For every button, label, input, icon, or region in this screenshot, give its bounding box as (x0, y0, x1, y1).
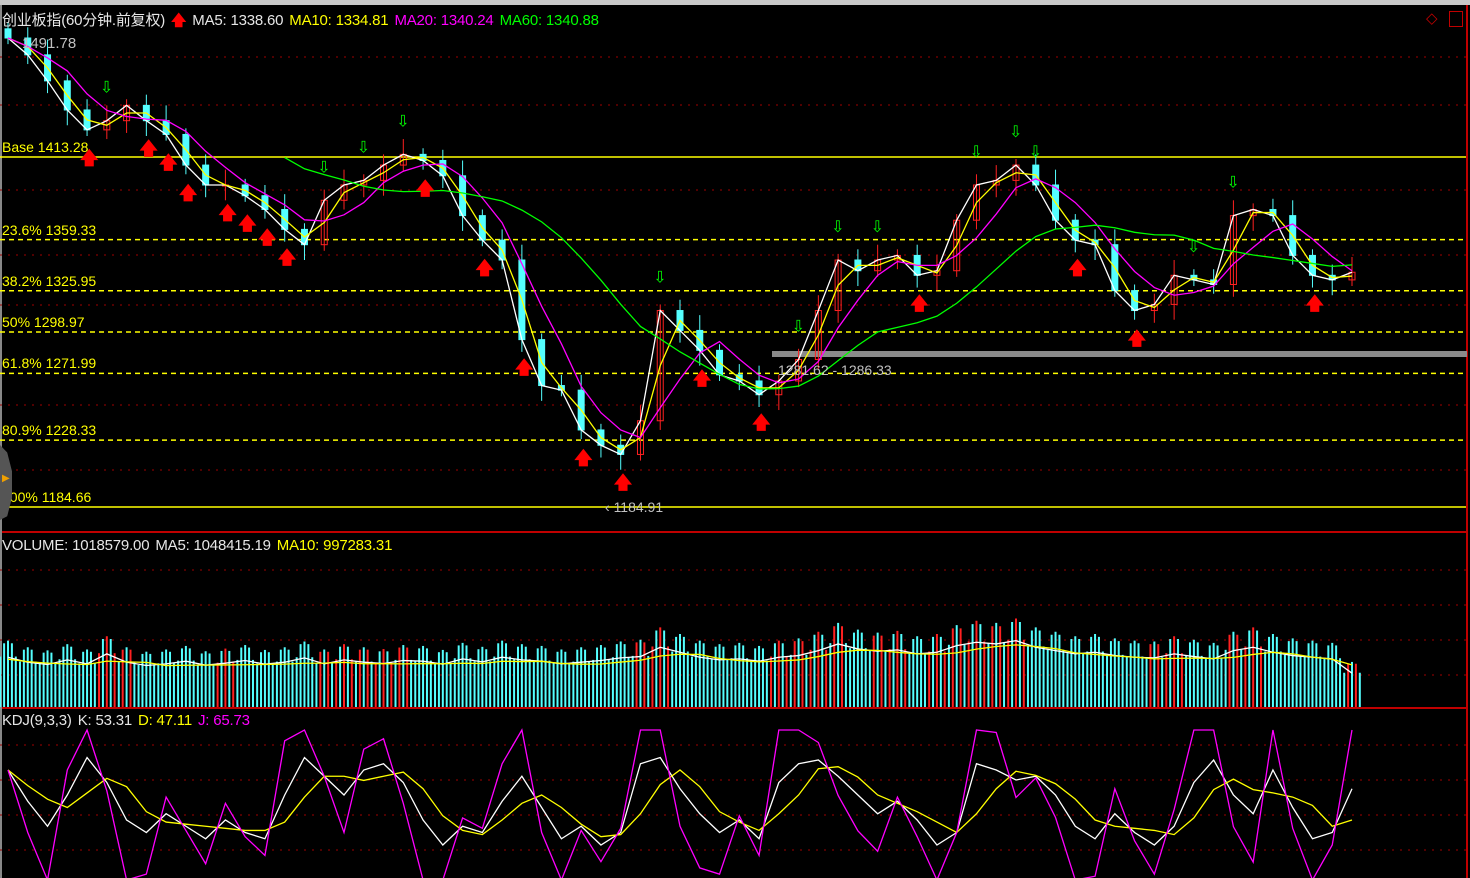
sell-signal-arrow-icon: ⇩ (317, 159, 330, 176)
buy-signal-arrow-icon: 🡅 (515, 358, 534, 378)
kdj-d-value: D: 47.11 (137, 712, 192, 729)
window-top-strip (0, 0, 1470, 5)
buy-signal-arrow-icon: 🡅 (752, 413, 771, 433)
ma20-value: MA20: 1340.24 (394, 12, 494, 29)
buy-signal-arrow-icon: 🡅 (416, 178, 435, 198)
kdj-j-line (7, 728, 1353, 878)
panel-toggle-icon[interactable] (1449, 11, 1463, 27)
buy-signal-arrow-icon: 🡅 (1068, 258, 1087, 278)
sell-signal-arrow-icon: ⇩ (100, 80, 113, 97)
sell-signal-arrow-icon: ⇩ (1226, 175, 1239, 192)
buy-signal-arrow-icon: 🡅 (139, 139, 158, 159)
buy-signal-arrow-icon: 🡅 (910, 293, 929, 313)
buy-signal-arrow-icon: 🡅 (693, 368, 712, 388)
ma10-line (7, 37, 1353, 451)
fib-label: 61.8% 1271.99 (2, 355, 97, 372)
sell-signal-arrow-icon: ⇩ (653, 270, 666, 287)
sell-signal-arrow-icon: ⇩ (1009, 124, 1022, 141)
fib-label: 38.2% 1325.95 (2, 272, 97, 289)
buy-signal-arrow-icon: 🡅 (1128, 329, 1147, 349)
low-price-label: ‹ 1184.91 (605, 499, 664, 515)
ma60-line (284, 156, 1353, 390)
ma5-value: MA5: 1338.60 (192, 12, 284, 29)
sell-signal-arrow-icon: ⇩ (831, 219, 844, 236)
kdj-j-value: J: 65.73 (197, 712, 250, 729)
sell-signal-arrow-icon: ⇩ (357, 139, 370, 156)
sell-signal-arrow-icon: ⇩ (396, 113, 409, 130)
high-price-label: 1491.78 (22, 35, 77, 52)
ma10-value: MA10: 1334.81 (289, 12, 389, 29)
sell-signal-arrow-icon: ⇩ (969, 144, 982, 161)
price-panel-header: 创业板指(60分钟.前复权) 🡅 MA5: 1338.60 MA10: 1334.81… (2, 9, 605, 35)
buy-signal-arrow-icon: 🡅 (218, 203, 237, 223)
expand-arrow-icon: ▶ (2, 473, 10, 484)
kdj-d-line (7, 765, 1353, 838)
collapse-handle[interactable]: ▶ (0, 445, 12, 520)
buy-signal-arrow-icon: 🡅 (278, 247, 297, 267)
red-up-arrow-icon: 🡅 (171, 12, 187, 29)
volume-ma5-value: MA5: 1048415.19 (155, 537, 271, 554)
volume-panel-header: VOLUME: 1018579.00 MA5: 1048415.19 MA10: 9… (2, 537, 398, 554)
volume-value: VOLUME: 1018579.00 (2, 537, 150, 554)
sell-signal-arrow-icon: ⇩ (792, 319, 805, 336)
fib-label: 50% 1298.97 (2, 314, 85, 330)
range-label: 1281.62 - 1286.33 (778, 362, 892, 378)
fib-label: Base 1413.28 (2, 139, 89, 155)
buy-signal-arrow-icon: 🡅 (179, 183, 198, 203)
sell-signal-arrow-icon: ⇩ (871, 219, 884, 236)
fib-label: 100% 1184.66 (2, 489, 92, 506)
buy-signal-arrow-icon: 🡅 (1305, 293, 1324, 313)
sell-signal-arrow-icon: ⇩ (1187, 239, 1200, 256)
kdj-k-line (7, 756, 1353, 846)
ma5-line (7, 37, 1353, 456)
range-bar (772, 351, 1467, 357)
low-price-value: 1184.91 (613, 499, 664, 515)
fib-label: 23.6% 1359.33 (2, 221, 97, 238)
sell-signal-arrow-icon: ⇩ (1029, 144, 1042, 161)
buy-signal-arrow-icon: 🡅 (475, 258, 494, 278)
buy-signal-arrow-icon: 🡅 (574, 448, 593, 468)
buy-signal-arrow-icon: 🡅 (80, 148, 99, 168)
chart-title: 创业板指(60分钟.前复权) (2, 12, 166, 29)
buy-signal-arrow-icon: 🡅 (238, 214, 257, 234)
buy-signal-arrow-icon: 🡅 (258, 227, 277, 247)
buy-signal-arrow-icon: 🡅 (614, 472, 633, 492)
ma20-line (7, 37, 1353, 439)
volume-ma10-value: MA10: 997283.31 (276, 537, 393, 554)
fib-label: 80.9% 1228.33 (2, 422, 97, 439)
kdj-panel-header: KDJ(9,3,3) K: 53.31 D: 47.11 J: 65.73 (2, 712, 256, 729)
buy-signal-arrow-icon: 🡅 (159, 152, 178, 172)
ma60-value: MA60: 1340.88 (499, 12, 599, 29)
kdj-name: KDJ(9,3,3) (2, 712, 72, 729)
diamond-icon[interactable]: ◇ (1426, 10, 1438, 27)
volume-ma10-line (7, 644, 1353, 667)
kdj-k-value: K: 53.31 (77, 712, 132, 729)
